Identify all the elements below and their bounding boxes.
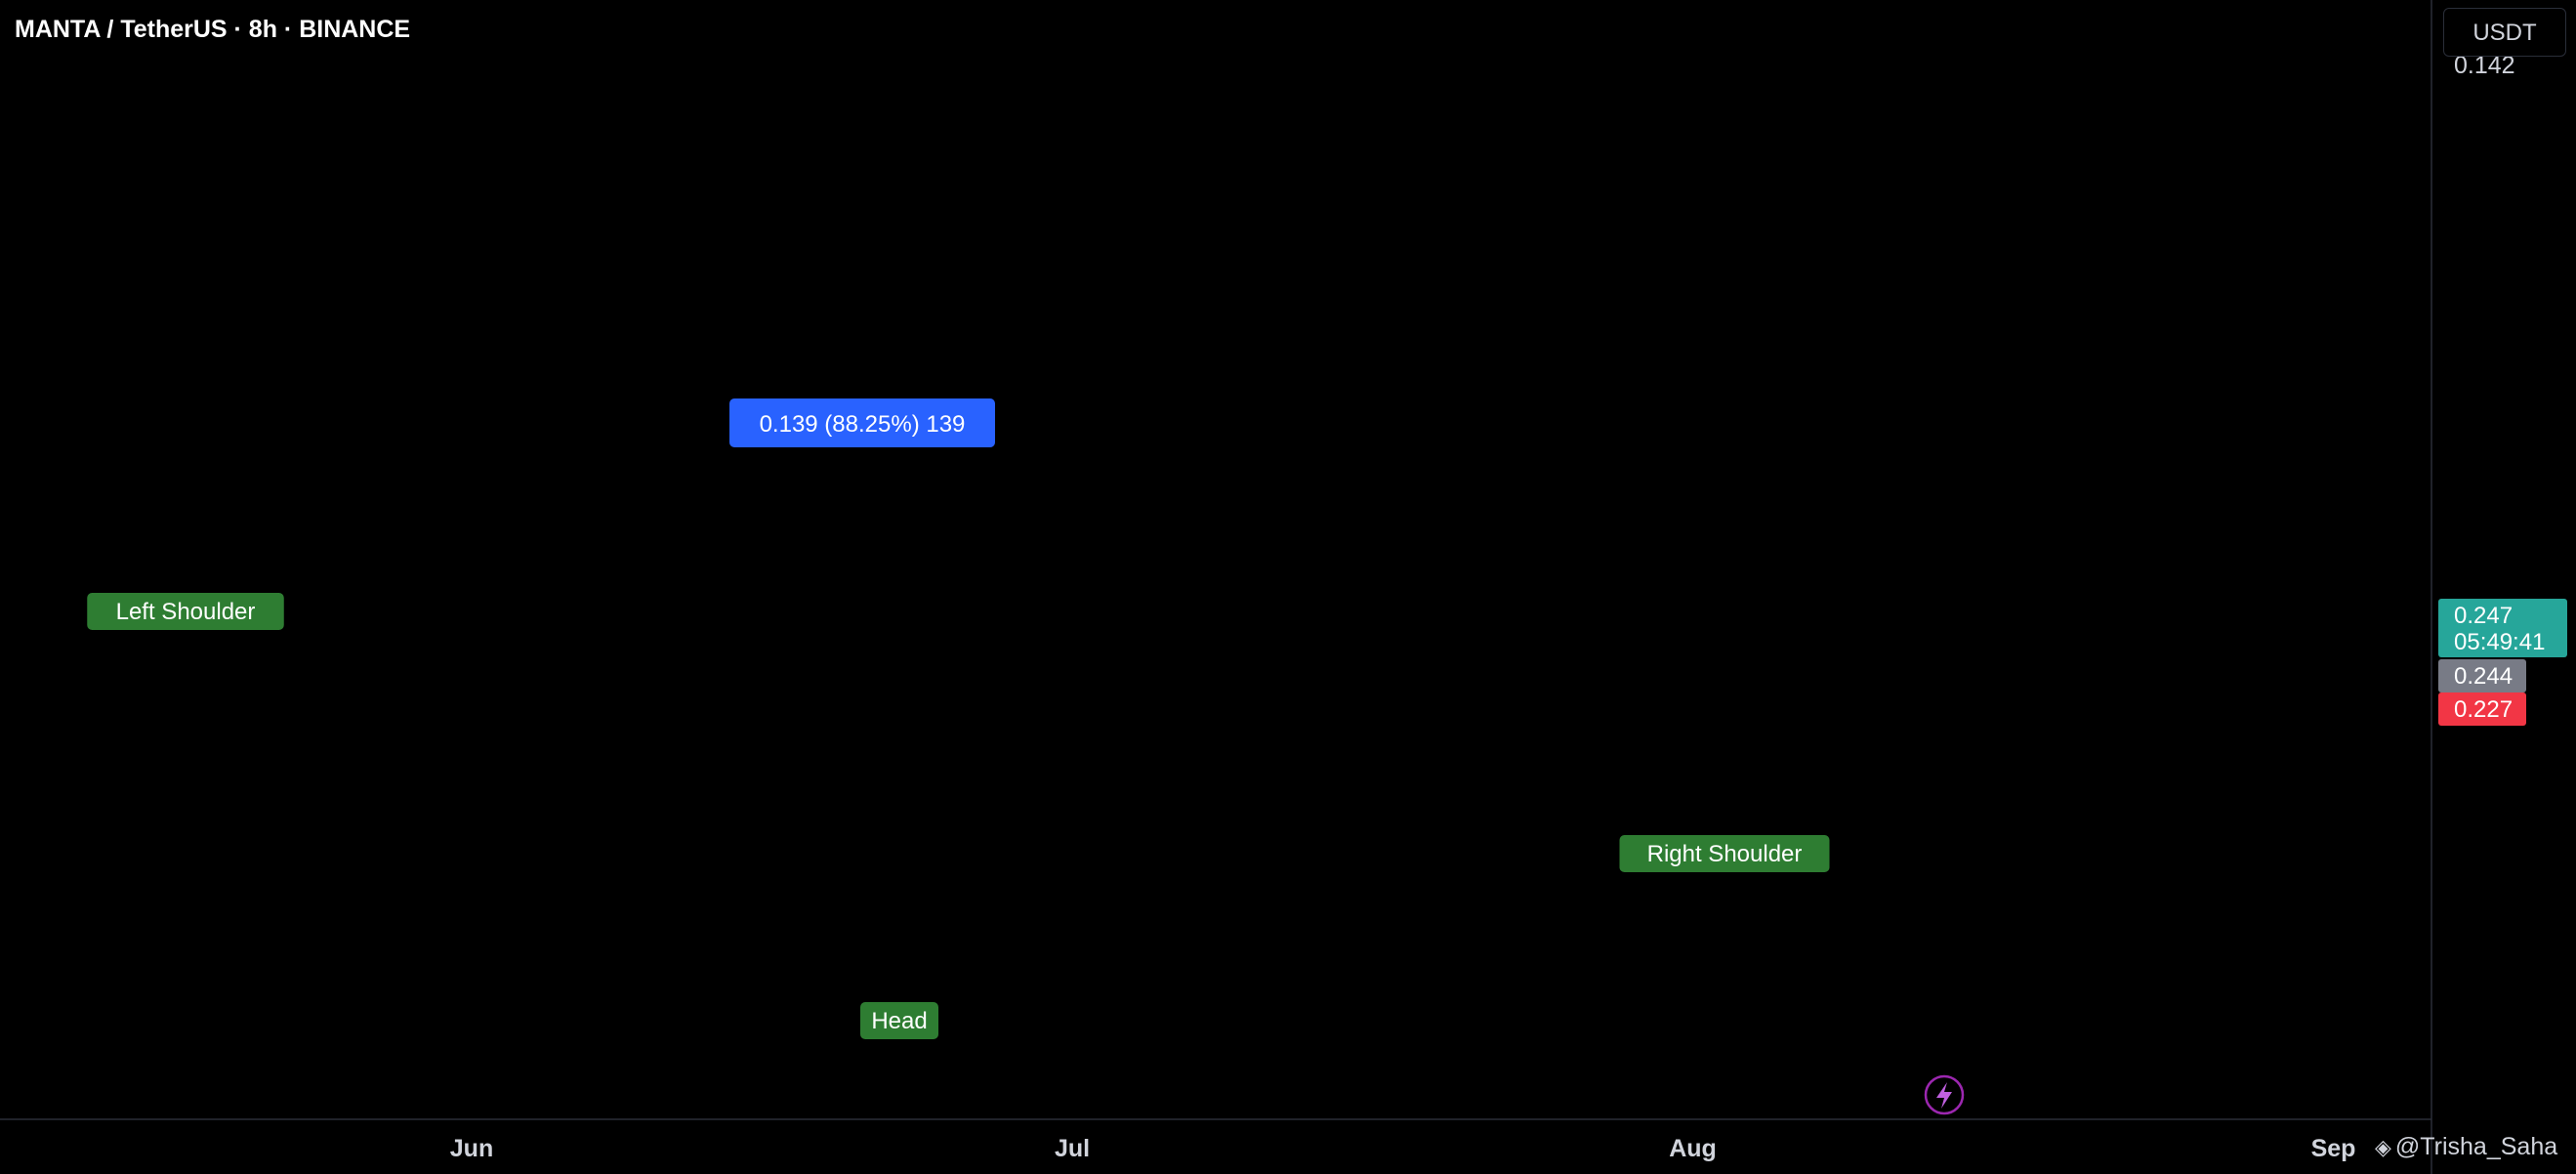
svg-text:0.227: 0.227: [2454, 696, 2513, 723]
currency-button[interactable]: USDT: [2443, 8, 2566, 57]
svg-text:0.244: 0.244: [2454, 663, 2513, 690]
measure-label: 0.139 (88.25%) 139: [729, 398, 995, 447]
x-tick-label: Jul: [1055, 1135, 1090, 1162]
diamond-icon: ◈: [2375, 1135, 2391, 1159]
y-tick-label: 0.153: [2454, 0, 2515, 1]
svg-text:Head: Head: [871, 1008, 927, 1034]
author-name: @Trisha_Saha: [2394, 1133, 2558, 1160]
lightning-icon: [1924, 1074, 1965, 1115]
x-tick-label: Aug: [1669, 1135, 1717, 1162]
author-watermark: ◈ @Trisha_Saha: [2375, 1133, 2557, 1161]
left-shoulder-label: Left Shoulder: [87, 593, 284, 630]
svg-text:Right Shoulder: Right Shoulder: [1647, 841, 1803, 867]
right-shoulder-label: Right Shoulder: [1619, 835, 1830, 872]
price-label-entry: 0.244: [2438, 659, 2526, 692]
price-label-stop: 0.227: [2438, 692, 2526, 726]
svg-text:0.247: 0.247: [2454, 603, 2513, 629]
x-tick-label: Jun: [450, 1135, 493, 1162]
measure-label-text: 0.139 (88.25%) 139: [760, 411, 966, 438]
pattern-labels: Left Shoulder Head Right Shoulder: [87, 593, 1965, 1115]
measure-tool: 0.139 (88.25%) 139: [729, 398, 995, 447]
countdown-text: 05:49:41: [2454, 629, 2545, 655]
head-label: Head: [860, 1002, 938, 1039]
svg-text:Left Shoulder: Left Shoulder: [116, 599, 256, 625]
x-tick-label: Sep: [2311, 1135, 2356, 1162]
symbol-title[interactable]: MANTA / TetherUS · 8h · BINANCE: [15, 16, 411, 43]
